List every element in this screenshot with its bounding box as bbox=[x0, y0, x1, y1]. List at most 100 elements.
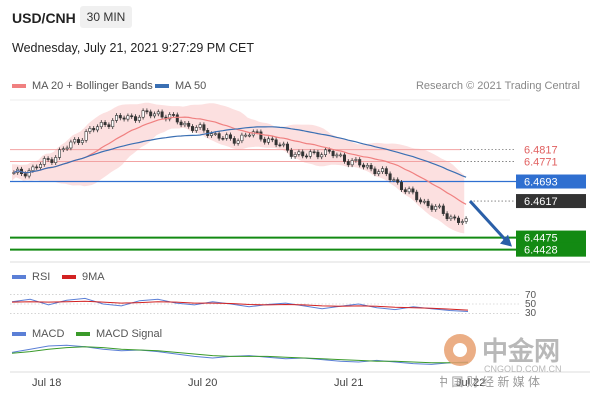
candle-body bbox=[54, 157, 58, 163]
candle-body bbox=[407, 188, 411, 193]
legend-ma20: MA 20 + Bollinger Bands bbox=[12, 80, 153, 92]
candle-body bbox=[175, 114, 179, 123]
candle-body bbox=[430, 205, 434, 210]
resistance-1-label: 6.4817 bbox=[524, 145, 558, 157]
cngold-logo: 中金网 CNGOLD.COM.CN 中 国 财 经 新 媒 体 bbox=[436, 334, 562, 389]
bollinger-fill bbox=[12, 102, 465, 234]
candle-body bbox=[99, 122, 103, 128]
watermark-tagline: 中 国 财 经 新 媒 体 bbox=[440, 374, 540, 389]
candle-body bbox=[35, 166, 39, 169]
candle-body bbox=[255, 131, 259, 134]
candle-body bbox=[358, 159, 362, 166]
candle-body bbox=[426, 200, 430, 207]
x-label-jul18: Jul 18 bbox=[32, 377, 61, 389]
candle-body bbox=[137, 116, 141, 121]
candle-body bbox=[145, 110, 149, 113]
candle-body bbox=[346, 161, 350, 166]
candle-body bbox=[12, 172, 16, 174]
candle-body bbox=[160, 111, 164, 118]
watermark-url: CNGOLD.COM.CN bbox=[484, 364, 562, 374]
candle-body bbox=[27, 170, 31, 177]
cngold-watermark: 中金网 CNGOLD.COM.CN 中 国 财 经 新 媒 体 bbox=[436, 328, 590, 398]
candle-body bbox=[327, 149, 331, 152]
ma50-line bbox=[13, 126, 467, 178]
candle-body bbox=[308, 151, 312, 157]
candle-body bbox=[179, 121, 183, 126]
candle-body bbox=[213, 133, 217, 135]
candle-body bbox=[392, 179, 396, 181]
x-label-jul20: Jul 20 bbox=[188, 377, 217, 389]
x-label-jul21: Jul 21 bbox=[334, 377, 363, 389]
candle-body bbox=[31, 166, 35, 171]
candle-body bbox=[69, 141, 73, 149]
candle-body bbox=[57, 149, 61, 158]
rsi-level-70: 70 bbox=[525, 290, 537, 301]
candle-body bbox=[107, 124, 111, 128]
rsi-line bbox=[11, 297, 469, 312]
legend-9ma: 9MA bbox=[62, 271, 105, 283]
candle-body bbox=[354, 159, 358, 161]
candle-body bbox=[449, 216, 453, 220]
candle-body bbox=[111, 120, 115, 128]
ma20-line bbox=[13, 116, 467, 205]
x-label-jul22: Jul 22 bbox=[456, 377, 485, 389]
macd-signal-line bbox=[11, 346, 468, 364]
candle-body bbox=[240, 134, 244, 142]
rsi-panel: 70 50 30 bbox=[10, 290, 537, 319]
support-2-label: 6.4428 bbox=[524, 245, 558, 257]
candle-body bbox=[339, 154, 343, 157]
candle-body bbox=[437, 205, 441, 208]
candle-body bbox=[168, 114, 172, 120]
candle-body bbox=[156, 111, 160, 115]
current-price-label: 6.4617 bbox=[524, 196, 558, 208]
rsi-level-30: 30 bbox=[525, 308, 537, 319]
candle-body bbox=[73, 139, 77, 143]
candle-body bbox=[316, 151, 320, 158]
support-1-label: 6.4475 bbox=[524, 233, 558, 245]
candle-body bbox=[441, 205, 445, 214]
candle-body bbox=[96, 126, 100, 131]
research-credit: Research © 2021 Trading Central bbox=[415, 80, 580, 92]
nine-ma-swatch bbox=[62, 275, 76, 280]
candle-body bbox=[46, 158, 50, 160]
macd-label: MACD bbox=[32, 328, 65, 340]
legend-ma50: MA 50 bbox=[155, 80, 206, 92]
candle-body bbox=[411, 188, 415, 193]
candle-body bbox=[301, 151, 305, 157]
candle-body bbox=[244, 134, 248, 137]
candle-body bbox=[373, 168, 377, 175]
candle-body bbox=[84, 131, 88, 141]
candle-body bbox=[122, 117, 126, 120]
candle-body bbox=[365, 165, 369, 168]
candle-body bbox=[115, 115, 119, 121]
candle-body bbox=[61, 148, 65, 151]
interval-selector[interactable]: 30 MIN bbox=[80, 6, 132, 28]
candle-body bbox=[384, 168, 388, 175]
candle-body bbox=[396, 179, 400, 183]
candle-body bbox=[38, 164, 42, 168]
timestamp: Wednesday, July 21, 2021 9:27:29 PM CET bbox=[12, 41, 255, 55]
candle-body bbox=[403, 189, 407, 193]
candle-body bbox=[274, 139, 278, 146]
candle-body bbox=[350, 160, 354, 166]
candle-body bbox=[210, 133, 214, 136]
rsi-level-50: 50 bbox=[525, 299, 537, 310]
candle-body bbox=[153, 113, 157, 117]
logo-inner-icon bbox=[453, 343, 467, 357]
candle-body bbox=[460, 221, 464, 223]
nine-ma-label: 9MA bbox=[82, 271, 105, 283]
candle-body bbox=[23, 173, 27, 177]
chart-header: USD/CNH 30 MIN bbox=[0, 0, 590, 36]
candle-body bbox=[323, 149, 327, 156]
rsi-swatch bbox=[12, 275, 26, 280]
candle-body bbox=[130, 115, 134, 118]
candle-body bbox=[259, 131, 263, 140]
candle-body bbox=[134, 116, 138, 121]
symbol-label: USD/CNH bbox=[12, 10, 76, 26]
legend-macd: MACD bbox=[12, 328, 64, 340]
candle-body bbox=[335, 154, 339, 157]
candle-body bbox=[42, 158, 46, 165]
candle-body bbox=[232, 138, 236, 144]
macd-panel bbox=[11, 344, 469, 365]
